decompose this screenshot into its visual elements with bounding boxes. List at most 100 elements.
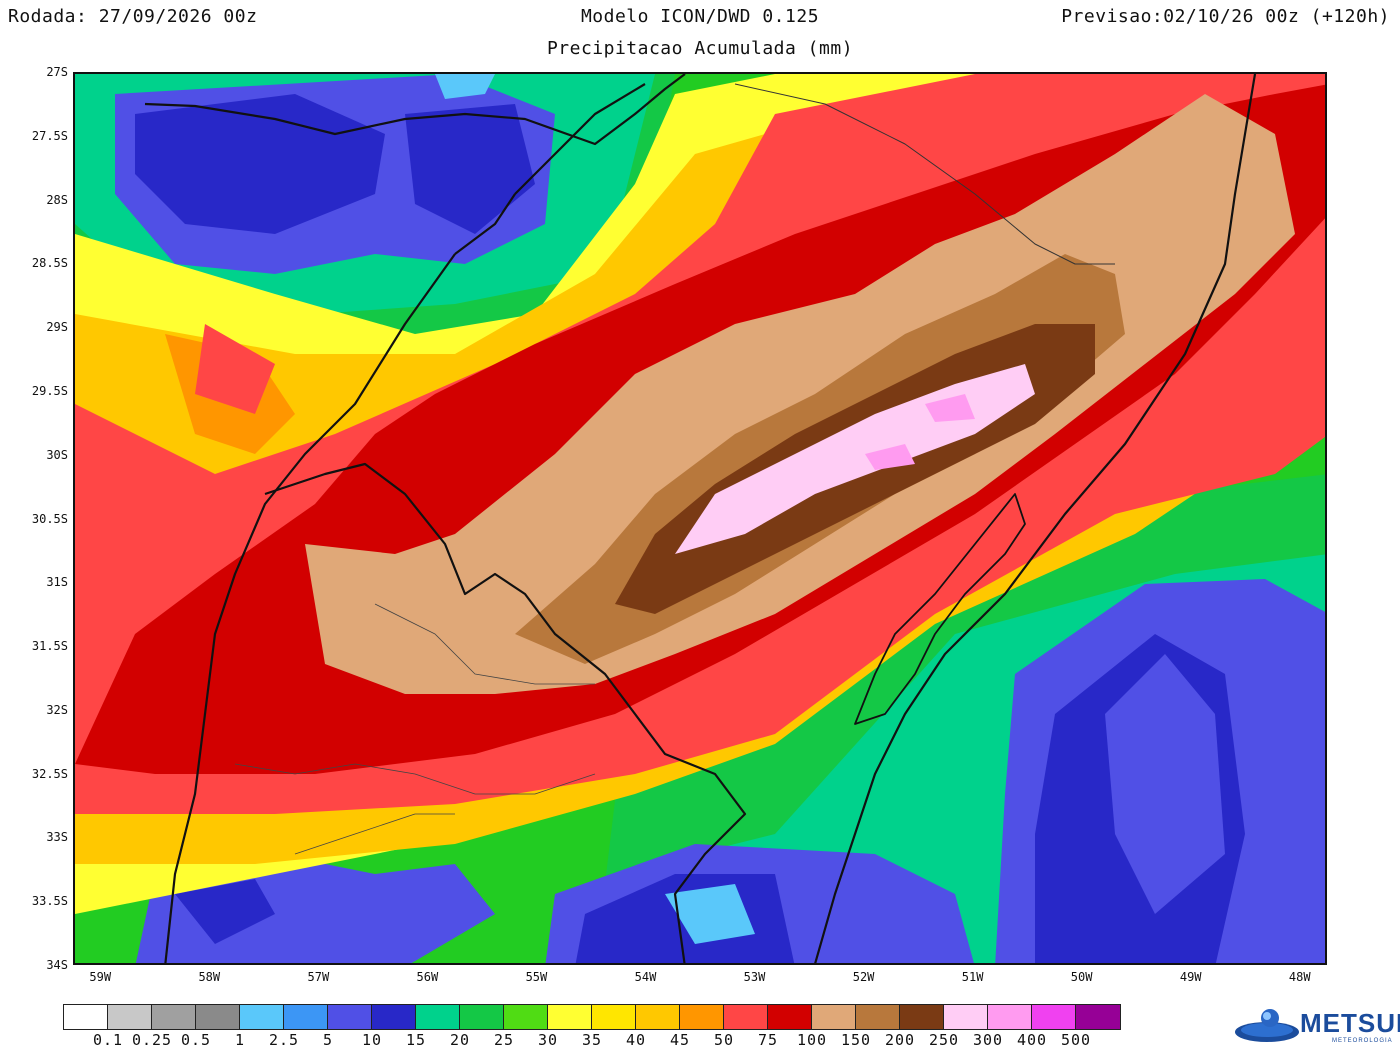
colorbar-swatch xyxy=(1032,1005,1076,1029)
lat-tick-label: 34S xyxy=(46,958,68,972)
colorbar-swatch xyxy=(812,1005,856,1029)
colorbar-label: 75 xyxy=(757,1031,779,1049)
state-border xyxy=(734,83,1115,265)
lon-tick-label: 53W xyxy=(743,970,766,984)
colorbar-label: 50 xyxy=(713,1031,735,1049)
lon-tick-label: 58W xyxy=(198,970,221,984)
lat-tick-label: 27.5S xyxy=(31,128,68,143)
boundaries xyxy=(144,74,1257,963)
colorbar-swatch xyxy=(504,1005,548,1029)
colorbar-swatch xyxy=(416,1005,460,1029)
run-time-label: Rodada: 27/09/2026 00z xyxy=(8,6,258,27)
municipal-line xyxy=(234,763,596,795)
colorbar-swatch xyxy=(1076,1005,1120,1029)
colorbar-label: 40 xyxy=(625,1031,647,1049)
forecast-valid-label: Previsao:02/10/26 00z (+120h) xyxy=(1061,6,1390,27)
precip-zone xyxy=(405,104,535,234)
lat-tick-label: 29.5S xyxy=(31,383,68,398)
lon-tick-label: 51W xyxy=(961,970,984,984)
country-border xyxy=(454,193,516,255)
colorbar-swatch xyxy=(240,1005,284,1029)
precip-zone xyxy=(435,74,495,99)
colorbar-label: 0.1 xyxy=(92,1031,124,1049)
colorbar-swatch xyxy=(680,1005,724,1029)
colorbar-swatch xyxy=(108,1005,152,1029)
colorbar-swatch xyxy=(284,1005,328,1029)
lon-tick-label: 49W xyxy=(1179,970,1202,984)
colorbar-label: 20 xyxy=(449,1031,471,1049)
lon-tick-label: 57W xyxy=(307,970,330,984)
colorbar-label: 400 xyxy=(1016,1031,1048,1049)
lat-tick-label: 28.5S xyxy=(31,256,68,271)
lat-tick-label: 28S xyxy=(46,192,68,207)
colorbar-swatch xyxy=(196,1005,240,1029)
colorbar-label: 150 xyxy=(840,1031,872,1049)
lat-tick-label: 32S xyxy=(46,702,68,717)
colorbar-label: 0.5 xyxy=(180,1031,212,1049)
lat-tick-label: 33.5S xyxy=(31,894,68,909)
logo-wordmark: METSUL xyxy=(1300,1008,1400,1038)
model-name-label: Modelo ICON/DWD 0.125 xyxy=(580,6,820,27)
lagoon-shore xyxy=(854,493,1026,725)
precip-zone xyxy=(665,884,755,944)
lon-tick-label: 52W xyxy=(852,970,875,984)
colorbar-label: 0.25 xyxy=(131,1031,173,1049)
lat-tick-label: 30.5S xyxy=(31,511,68,526)
lat-tick-label: 27S xyxy=(46,65,68,79)
lat-tick-label: 32.5S xyxy=(31,766,68,781)
colorbar-label: 300 xyxy=(972,1031,1004,1049)
precip-zone xyxy=(195,324,275,414)
colorbar-label: 15 xyxy=(405,1031,427,1049)
lon-tick-label: 48W xyxy=(1288,970,1311,984)
colorbar-swatch xyxy=(944,1005,988,1029)
lat-tick-label: 31S xyxy=(46,575,68,590)
colorbar-label: 100 xyxy=(796,1031,828,1049)
colorbar-swatch xyxy=(592,1005,636,1029)
colorbar-swatch xyxy=(152,1005,196,1029)
country-border xyxy=(144,74,686,146)
colorbar-swatch xyxy=(988,1005,1032,1029)
colorbar-swatch xyxy=(460,1005,504,1029)
colorbar-swatch xyxy=(856,1005,900,1029)
precip-zone xyxy=(305,94,1295,694)
colorbar-label: 45 xyxy=(669,1031,691,1049)
precipitation-map xyxy=(73,72,1327,965)
product-title: Precipitacao Acumulada (mm) xyxy=(546,38,854,59)
colorbar-swatch xyxy=(328,1005,372,1029)
colorbar-label: 25 xyxy=(493,1031,515,1049)
precipitation-colorbar xyxy=(63,1004,1121,1030)
lat-tick-label: 31.5S xyxy=(31,639,68,654)
colorbar-swatch xyxy=(64,1005,108,1029)
colorbar-label: 5 xyxy=(322,1031,334,1049)
country-border xyxy=(514,83,646,195)
colorbar-label: 200 xyxy=(884,1031,916,1049)
country-border xyxy=(164,253,456,963)
colorbar-label: 500 xyxy=(1060,1031,1092,1049)
lat-tick-label: 29S xyxy=(46,320,68,335)
lon-tick-label: 56W xyxy=(416,970,439,984)
colorbar-swatch xyxy=(900,1005,944,1029)
colorbar-swatch xyxy=(636,1005,680,1029)
colorbar-swatch xyxy=(724,1005,768,1029)
globe-icon xyxy=(1235,1009,1299,1042)
precip-zone xyxy=(865,444,915,470)
precip-zone xyxy=(135,94,385,234)
colorbar-label: 30 xyxy=(537,1031,559,1049)
colorbar-swatch xyxy=(548,1005,592,1029)
lon-tick-label: 59W xyxy=(89,970,112,984)
precip-zone xyxy=(925,394,975,422)
country-border xyxy=(264,462,747,963)
lat-tick-label: 33S xyxy=(46,830,68,845)
colorbar-label: 250 xyxy=(928,1031,960,1049)
colorbar-label: 10 xyxy=(361,1031,383,1049)
colorbar-label: 1 xyxy=(234,1031,246,1049)
lon-tick-label: 54W xyxy=(634,970,657,984)
lat-tick-label: 30S xyxy=(46,447,68,462)
precip-field xyxy=(75,74,1325,963)
municipal-line xyxy=(374,603,595,685)
metsul-logo: METSUL METEOROLOGIA xyxy=(1232,1006,1400,1052)
logo-subtitle: METEOROLOGIA xyxy=(1332,1038,1393,1044)
precip-zone xyxy=(175,879,275,944)
colorbar-swatch xyxy=(768,1005,812,1029)
municipal-line xyxy=(294,813,455,855)
